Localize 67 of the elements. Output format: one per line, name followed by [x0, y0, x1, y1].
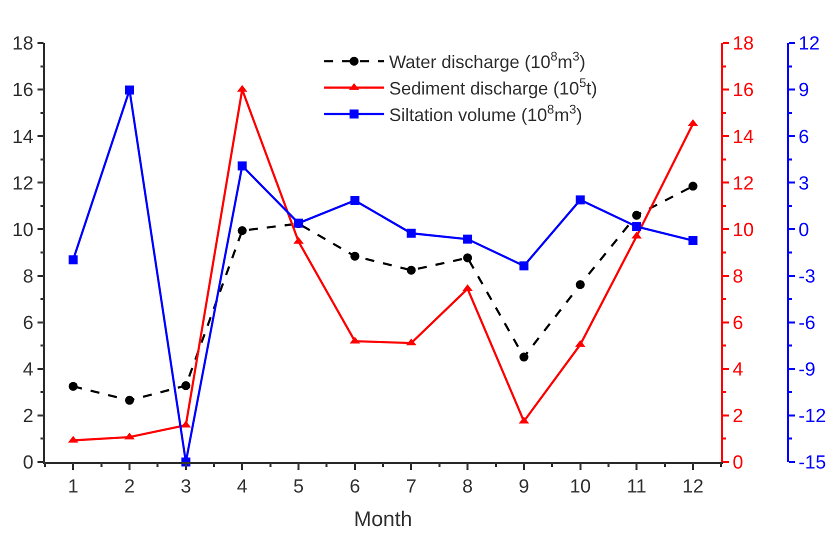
point	[688, 236, 698, 246]
y2-tick-label: 12	[732, 173, 754, 194]
x-tick-label: 9	[518, 476, 530, 498]
x-tick-label: 11	[626, 476, 646, 498]
y3-tick-label: 0	[798, 220, 810, 241]
y2-tick-label: 8	[732, 266, 744, 288]
point	[350, 196, 360, 206]
y3-tick-label: 3	[798, 173, 810, 194]
y3-tick-label: 9	[798, 80, 810, 102]
point	[519, 261, 528, 270]
y3-tick-label: 12	[798, 34, 820, 55]
y-tick-label: 2	[22, 406, 34, 428]
y-tick-label: 14	[12, 126, 34, 148]
point	[519, 352, 528, 362]
point	[576, 195, 585, 204]
point	[68, 382, 78, 391]
y-tick-label: 10	[12, 220, 34, 241]
y2-tick-label: 14	[732, 126, 754, 148]
y3-tick-label: 6	[798, 126, 810, 148]
y2-tick-label: 10	[732, 220, 754, 241]
point	[632, 210, 642, 220]
point	[406, 228, 416, 238]
point	[68, 255, 78, 264]
x-axis-title: Month	[354, 508, 412, 532]
y2-tick-label: 18	[732, 34, 754, 55]
point	[406, 266, 416, 275]
y2-tick-label: 2	[732, 406, 744, 428]
y-tick-label: 4	[22, 360, 34, 381]
y-tick-label: 0	[22, 452, 34, 474]
point	[632, 222, 642, 232]
x-tick-label: 8	[462, 476, 473, 498]
y-tick-label: 18	[12, 34, 34, 55]
y3-tick-label: -6	[798, 312, 816, 334]
legend-label: Water discharge (10$^{8}$m$^{3}$)	[389, 50, 586, 72]
y2-tick-label: 0	[732, 452, 744, 474]
legend-label: Sediment discharge (10$^{5}$t)	[389, 76, 598, 99]
point	[238, 226, 247, 236]
point	[576, 280, 585, 290]
x-tick-label: 6	[350, 476, 360, 498]
y2-tick-label: 16	[732, 80, 754, 102]
x-tick-label: 3	[180, 476, 192, 498]
x-tick-label: 10	[570, 476, 591, 498]
y-tick-label: 12	[12, 173, 34, 194]
x-tick-label: 4	[236, 476, 248, 498]
legend-label: Siltation volume (10$^{8}$m$^{3}$)	[389, 102, 582, 126]
y3-tick-label: -12	[798, 406, 826, 428]
point	[125, 396, 134, 405]
point	[463, 234, 472, 244]
y-tick-label: 6	[22, 312, 34, 334]
y2-tick-label: 6	[732, 312, 744, 334]
point	[688, 182, 698, 191]
point	[125, 86, 134, 95]
y3-tick-label: -15	[798, 452, 826, 474]
point	[350, 252, 360, 261]
x-tick-label: 1	[68, 476, 78, 498]
y-tick-label: 16	[12, 80, 34, 102]
x-tick-label: 5	[293, 476, 304, 498]
x-tick-label: 7	[406, 476, 417, 498]
y3-tick-label: -9	[798, 360, 816, 381]
point	[463, 253, 472, 262]
y3-tick-label: -3	[798, 266, 816, 288]
point	[181, 381, 190, 390]
x-tick-label: 12	[682, 476, 704, 498]
y-tick-label: 8	[22, 266, 34, 288]
point	[238, 161, 247, 170]
y2-tick-label: 4	[732, 360, 744, 381]
x-tick-label: 2	[124, 476, 135, 498]
